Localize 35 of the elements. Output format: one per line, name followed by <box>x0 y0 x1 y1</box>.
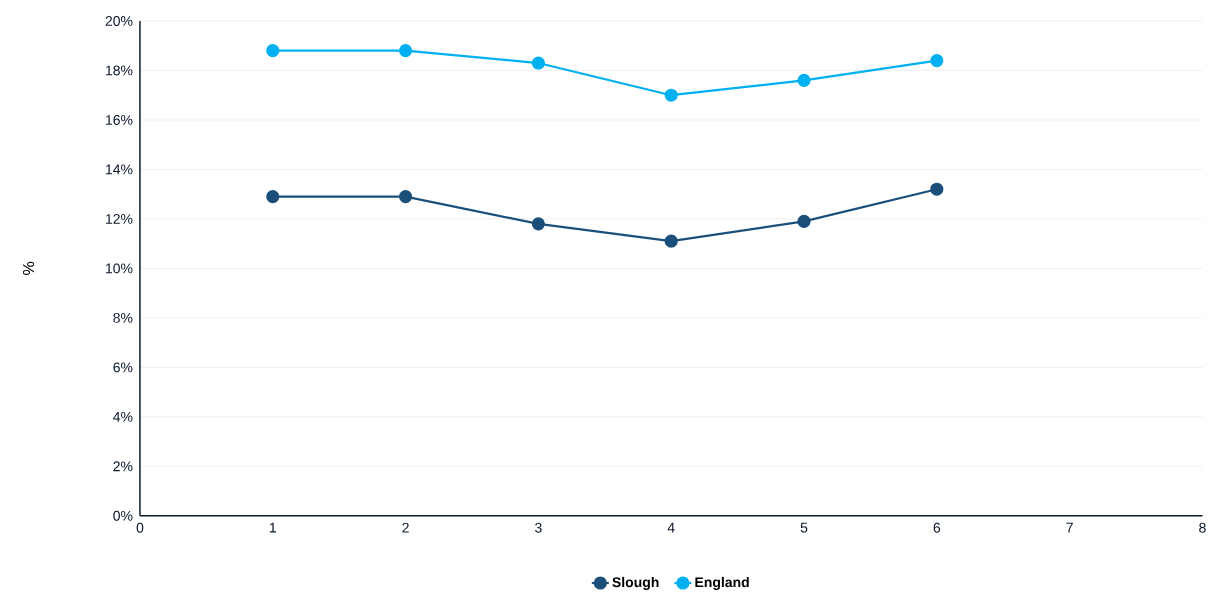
legend-label: England <box>695 577 749 591</box>
x-tick-label: 2 <box>402 522 409 533</box>
x-tick-label: 5 <box>800 522 808 533</box>
x-tick-label: 8 <box>1199 522 1206 533</box>
x-tick-label: 3 <box>535 522 542 533</box>
point <box>930 54 944 68</box>
y-tick-label: 0% <box>113 510 133 521</box>
point <box>266 190 280 204</box>
x-tick-label: 0 <box>136 522 144 533</box>
y-tick-label: 8% <box>113 313 133 323</box>
point <box>664 88 678 102</box>
x-tick-label: 4 <box>667 522 675 533</box>
y-tick-label: 16% <box>106 115 133 126</box>
point <box>797 214 811 229</box>
point <box>399 190 413 204</box>
point <box>531 217 545 231</box>
y-tick-label: 12% <box>106 214 133 224</box>
y-tick-label: 20% <box>105 16 133 27</box>
x-tick-label: 1 <box>269 522 276 533</box>
y-tick-label: 2% <box>113 461 133 472</box>
y-tick-label: 4% <box>113 412 133 422</box>
legend-label: Slough <box>612 577 659 591</box>
y-axis-title: % <box>22 261 35 276</box>
point <box>399 44 413 58</box>
point <box>930 182 944 196</box>
y-tick-label: 10% <box>106 263 133 274</box>
y-tick-label: 6% <box>113 362 133 373</box>
y-tick-label: 18% <box>106 65 133 76</box>
point <box>266 44 280 58</box>
y-tick-label: 14% <box>106 164 133 175</box>
x-tick-label: 7 <box>1066 522 1073 533</box>
point <box>664 234 678 248</box>
x-tick-label: 6 <box>933 522 941 533</box>
point <box>531 56 545 70</box>
point <box>797 73 811 88</box>
